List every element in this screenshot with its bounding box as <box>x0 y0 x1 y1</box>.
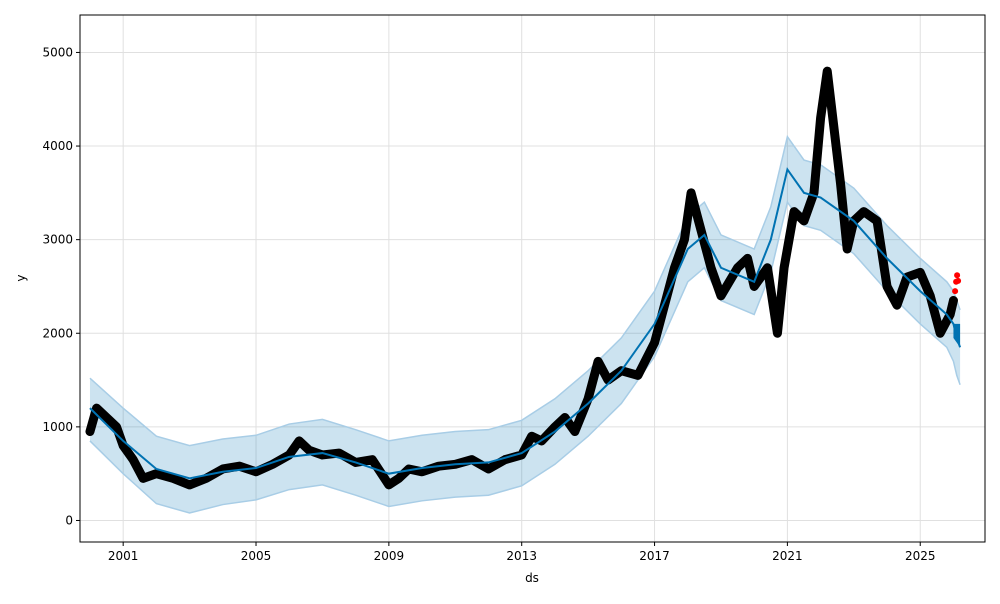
actual-point <box>468 456 475 463</box>
actual-point <box>688 189 695 196</box>
y-tick-label: 0 <box>65 513 73 527</box>
actual-point <box>708 264 715 271</box>
actual-point <box>571 428 578 435</box>
actual-point <box>860 208 867 215</box>
x-tick-label: 2021 <box>772 549 803 563</box>
y-tick-label: 3000 <box>42 233 73 247</box>
actual-point <box>734 264 741 271</box>
actual-point <box>385 481 392 488</box>
actual-point <box>837 180 844 187</box>
actual-point <box>791 208 798 215</box>
actual-point <box>874 217 881 224</box>
actual-point <box>764 264 771 271</box>
actual-point <box>595 358 602 365</box>
yhat-line <box>89 167 962 480</box>
forecast-line <box>89 167 962 480</box>
actual-point <box>236 463 243 470</box>
actual-point <box>203 475 210 482</box>
actual-point <box>296 437 303 444</box>
actual-point <box>671 264 678 271</box>
y-tick-label: 2000 <box>42 326 73 340</box>
actual-point <box>751 283 758 290</box>
actual-point <box>369 456 376 463</box>
actual-point <box>186 481 193 488</box>
y-tick-label: 1000 <box>42 420 73 434</box>
actual-point <box>86 428 93 435</box>
plot-frame <box>79 14 986 543</box>
forecast-tail <box>953 323 961 348</box>
test-point <box>955 277 962 284</box>
actual-point <box>801 217 807 224</box>
test-points <box>952 272 962 295</box>
test-point <box>954 272 961 279</box>
actual-point <box>561 414 568 421</box>
actual-point <box>395 475 402 482</box>
actual-point <box>253 468 260 475</box>
actual-point <box>485 465 492 472</box>
actual-point <box>744 255 751 262</box>
y-tick-label: 5000 <box>42 45 73 59</box>
actual-point <box>169 475 176 482</box>
x-tick-label: 2017 <box>639 549 670 563</box>
test-point <box>952 288 959 295</box>
axis-ticks: 2001 2005 2009 2013 2017 2021 2025 0 1000 2000 300… <box>42 45 935 563</box>
actual-point <box>306 447 313 454</box>
actual-points <box>85 66 958 490</box>
x-tick-label: 2025 <box>905 549 936 563</box>
yhat_lower-edge <box>89 200 961 514</box>
actual-point <box>844 246 851 253</box>
actual-point <box>336 450 343 457</box>
actual-point <box>717 292 724 299</box>
actual-point <box>130 456 137 463</box>
actual-point <box>634 372 641 379</box>
actual-point <box>153 470 160 477</box>
x-axis-label: ds <box>525 571 539 585</box>
actual-point <box>528 433 535 440</box>
actual-point <box>681 236 688 243</box>
actual-point <box>551 423 558 430</box>
actual-point <box>120 442 127 449</box>
yhat_upper-edge <box>89 134 961 447</box>
actual-point <box>917 269 924 276</box>
actual-point <box>824 68 831 75</box>
x-tick-label: 2001 <box>108 549 139 563</box>
actual-point <box>893 302 900 309</box>
actual-point <box>140 475 147 482</box>
actual-point <box>698 227 705 234</box>
x-tick-label: 2005 <box>241 549 272 563</box>
actual-point <box>93 405 100 412</box>
x-tick-label: 2009 <box>374 549 405 563</box>
y-tick-label: 4000 <box>42 139 73 153</box>
actual-point <box>219 465 226 472</box>
actual-point <box>774 330 781 337</box>
x-tick-label: 2013 <box>506 549 537 563</box>
actual-point <box>884 283 891 290</box>
actual-point <box>781 264 788 271</box>
actual-point <box>113 423 120 430</box>
y-axis-label: y <box>14 274 28 281</box>
actual-point <box>937 330 944 337</box>
actual-point <box>103 414 110 421</box>
actual-point <box>419 468 426 475</box>
actual-point <box>950 297 957 304</box>
actual-point <box>651 339 658 346</box>
actual-point <box>585 395 592 402</box>
actual-point <box>830 124 837 131</box>
actual-point <box>817 114 824 121</box>
